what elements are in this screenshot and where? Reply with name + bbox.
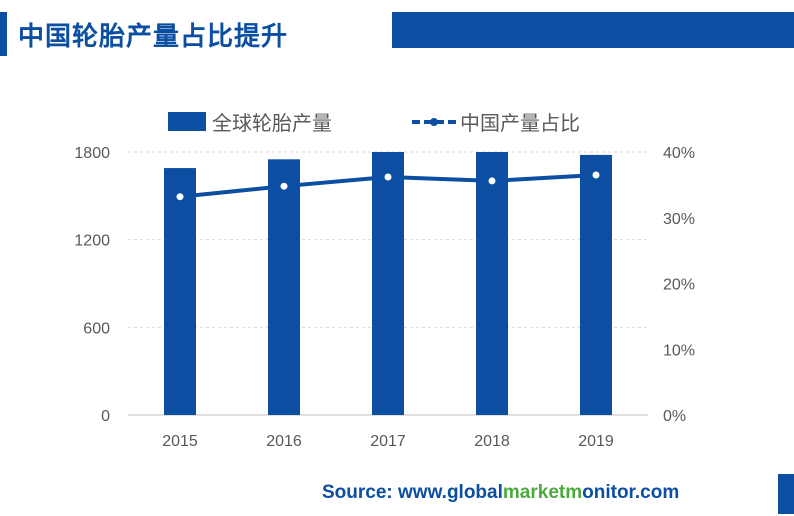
title-accent-bar — [0, 12, 7, 56]
source-part-tail: .com — [634, 482, 680, 503]
x-tick-label: 2017 — [370, 433, 406, 450]
y-right-tick-label: 10% — [663, 342, 695, 359]
line-point — [485, 174, 499, 188]
corner-accent-bar — [778, 474, 794, 514]
bar — [164, 168, 196, 415]
bar — [476, 152, 508, 415]
page-title: 中国轮胎产量占比提升 — [18, 22, 289, 52]
bar-series — [164, 152, 612, 415]
source-part-monitor-initial: m — [565, 482, 583, 503]
y-left-tick-label: 0 — [101, 408, 110, 425]
legend-line-marker — [430, 118, 438, 126]
y-left-tick-label: 1800 — [74, 145, 110, 162]
x-tick-label: 2016 — [266, 433, 302, 450]
y-left-tick-label: 600 — [83, 320, 110, 337]
source-credit: Source: www.globalmarketmonitor.com — [322, 482, 679, 504]
legend-label: 全球轮胎产量 — [212, 111, 332, 135]
source-part-monitor-m: monitor — [565, 482, 635, 503]
legend-bar-swatch — [168, 112, 206, 131]
source-prefix: Source: www. — [322, 482, 447, 503]
y-right-tick-label: 0% — [663, 408, 686, 425]
source-part-market: market — [502, 482, 566, 503]
source-part-global: global — [446, 482, 503, 503]
x-tick-label: 2015 — [162, 433, 198, 450]
y-right-tick-label: 20% — [663, 277, 695, 294]
header-banner — [392, 12, 794, 48]
line-point — [589, 168, 603, 182]
legend-label: 中国产量占比 — [460, 111, 580, 135]
line-point — [381, 170, 395, 184]
bar — [372, 152, 404, 415]
legend: 全球轮胎产量 中国产量占比 — [168, 111, 580, 135]
line-series — [173, 168, 603, 204]
line-point — [277, 179, 291, 193]
source-part-monitor-rest: onitor — [582, 482, 635, 503]
bar — [580, 154, 612, 415]
bar — [268, 159, 300, 415]
x-tick-label: 2019 — [578, 433, 614, 450]
y-left-tick-label: 1200 — [74, 233, 110, 250]
y-right-tick-label: 40% — [663, 145, 695, 162]
x-tick-label: 2018 — [474, 433, 510, 450]
line-point — [173, 190, 187, 204]
axes: 0 600 1200 1800 0% 10% 20% 30% 40% 2015 2016 2017 20… — [74, 145, 695, 450]
y-right-tick-label: 30% — [663, 211, 695, 228]
